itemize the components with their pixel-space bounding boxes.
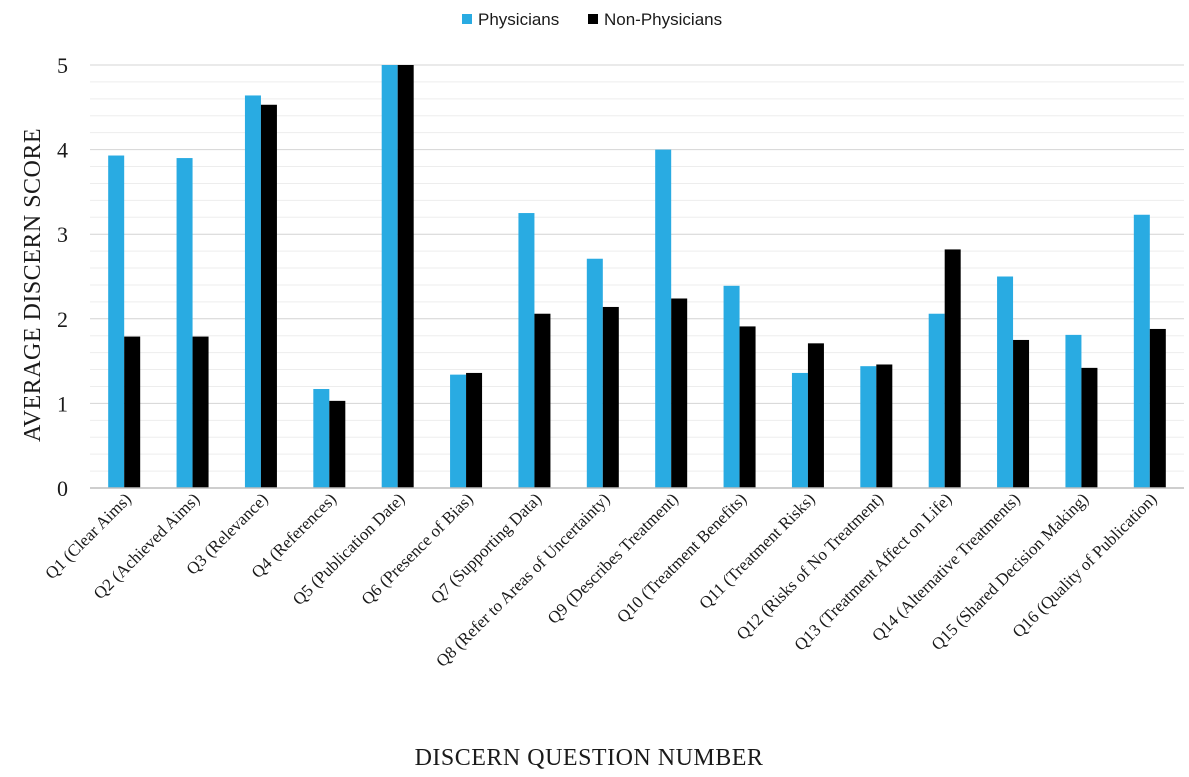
- legend: Physicians Non-Physicians: [462, 10, 722, 29]
- bar-non-physicians: [944, 249, 961, 488]
- y-tick-label: 1: [57, 391, 68, 416]
- bars: [108, 65, 1166, 489]
- bar-non-physicians: [739, 326, 756, 488]
- bar-physicians: [176, 158, 193, 488]
- bar-physicians: [655, 149, 672, 488]
- bar-physicians: [381, 65, 398, 488]
- x-axis-title: DISCERN QUESTION NUMBER: [415, 745, 764, 771]
- bar-physicians: [791, 372, 808, 488]
- bar-non-physicians: [466, 372, 483, 488]
- bar-physicians: [1133, 214, 1150, 488]
- legend-swatch-physicians: [462, 14, 472, 24]
- x-tick-label: Q9 (Describes Treatment): [544, 489, 682, 627]
- bar-physicians: [244, 95, 261, 489]
- y-tick-label: 2: [57, 307, 68, 332]
- x-tick-label: Q5 (Publication Date): [289, 489, 409, 609]
- legend-label-physicians: Physicians: [478, 10, 559, 29]
- bar-non-physicians: [1013, 339, 1030, 488]
- bar-physicians: [313, 389, 330, 488]
- bar-physicians: [928, 313, 945, 488]
- bar-non-physicians: [602, 306, 619, 488]
- bar-non-physicians: [534, 313, 551, 488]
- bar-physicians: [518, 213, 535, 489]
- bar-physicians: [586, 258, 603, 488]
- y-axis-ticks: 0 1 2 3 4 5: [57, 53, 68, 501]
- bar-physicians: [723, 285, 740, 488]
- x-tick-label: Q11 (Treatment Risks): [695, 489, 818, 612]
- legend-label-non-physicians: Non-Physicians: [604, 10, 722, 29]
- bar-physicians: [860, 366, 877, 488]
- bar-physicians: [108, 155, 125, 488]
- bar-non-physicians: [124, 336, 141, 488]
- bar-non-physicians: [329, 400, 346, 488]
- x-axis-ticks: Q1 (Clear Aims)Q2 (Achieved Aims)Q3 (Rel…: [41, 489, 1160, 670]
- bar-physicians: [997, 276, 1014, 488]
- y-tick-label: 5: [57, 53, 68, 78]
- bar-non-physicians: [397, 65, 414, 488]
- y-tick-label: 3: [57, 222, 68, 247]
- bar-non-physicians: [807, 343, 824, 488]
- bar-physicians: [450, 374, 467, 488]
- x-tick-label: Q6 (Presence of Bias): [358, 489, 477, 608]
- bar-non-physicians: [192, 336, 209, 488]
- bar-non-physicians: [260, 104, 277, 489]
- bar-non-physicians: [671, 298, 688, 488]
- bar-physicians: [1065, 334, 1082, 488]
- x-tick-label: Q10 (Treatment Benefits): [613, 489, 750, 626]
- bar-non-physicians: [876, 364, 893, 488]
- bar-non-physicians: [1081, 367, 1098, 488]
- bar-non-physicians: [1149, 328, 1166, 488]
- x-tick-label: Q16 (Quality of Publication): [1009, 489, 1161, 641]
- y-tick-label: 4: [57, 138, 68, 163]
- y-tick-label: 0: [57, 476, 68, 501]
- legend-swatch-non-physicians: [588, 14, 598, 24]
- y-axis-title: AVERAGE DISCERN SCORE: [20, 128, 46, 442]
